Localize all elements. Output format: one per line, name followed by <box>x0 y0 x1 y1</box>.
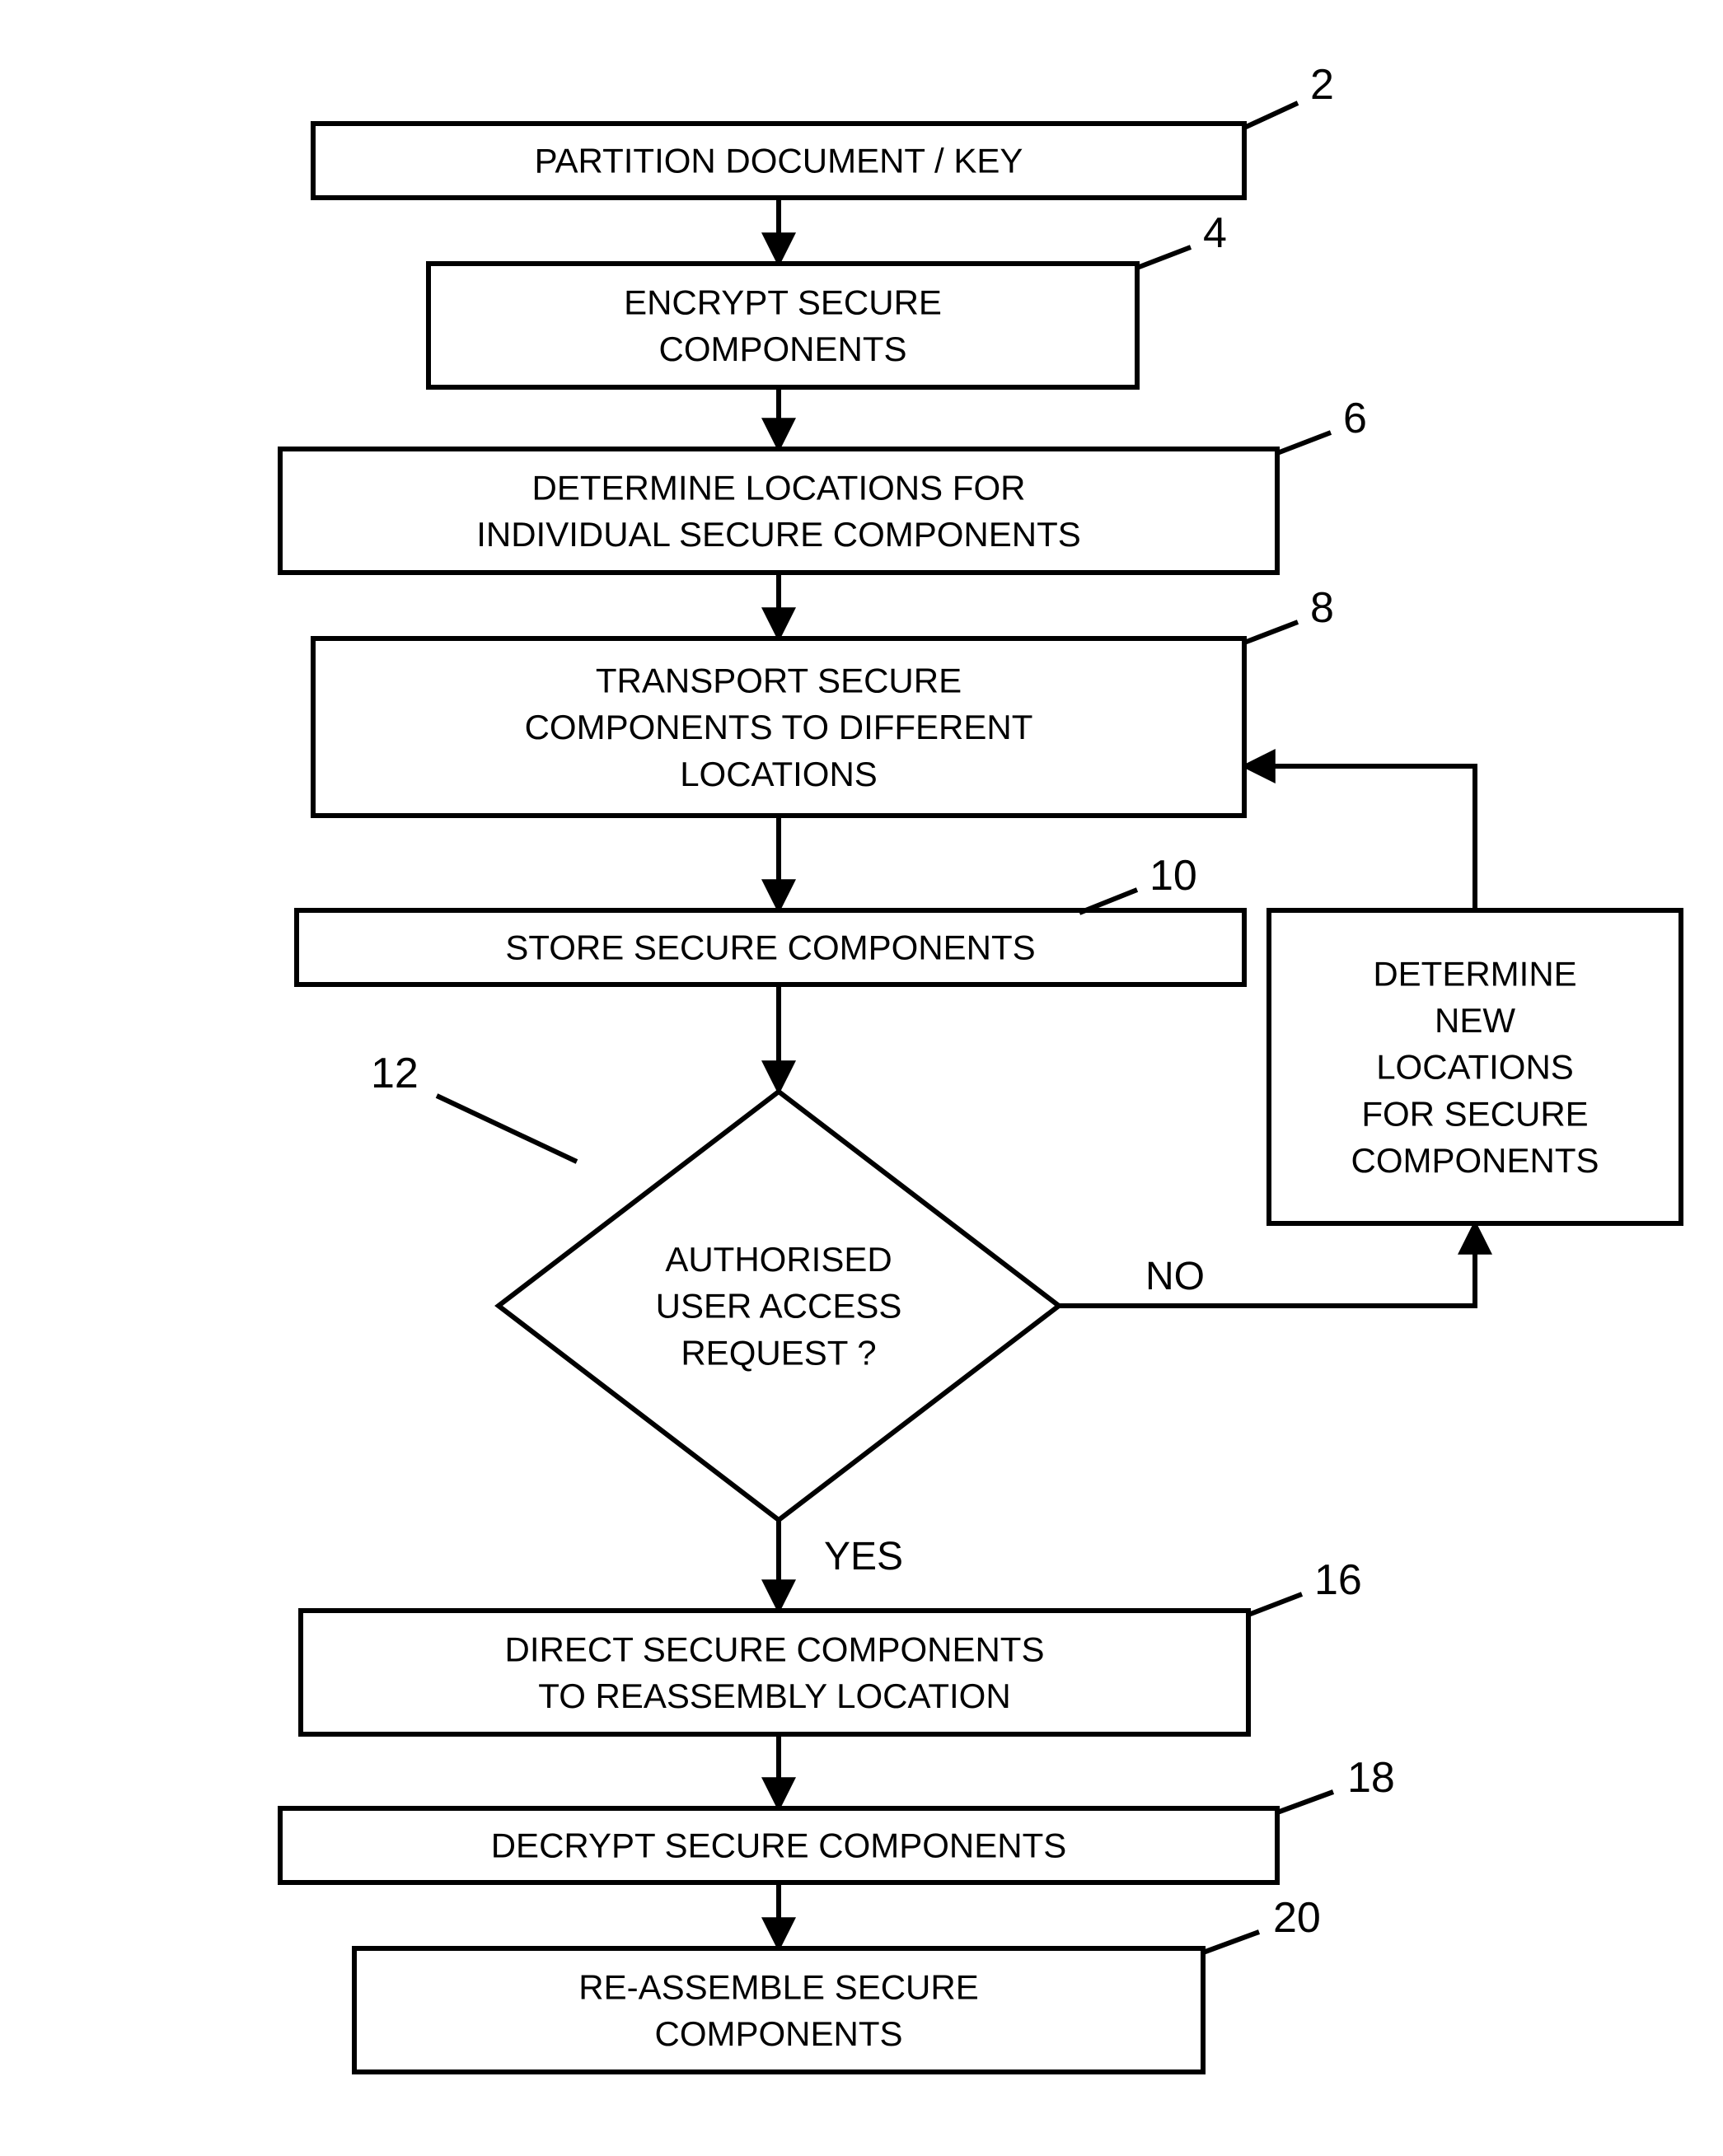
flow-step-text: COMPONENTS <box>654 2014 902 2053</box>
flow-step-text: NEW <box>1435 1001 1515 1040</box>
flow-step-text: AUTHORISED <box>665 1240 892 1279</box>
flow-step-text: REQUEST ? <box>681 1333 876 1372</box>
reference-label: 20 <box>1273 1894 1321 1942</box>
edge-label: NO <box>1145 1255 1205 1298</box>
flow-step-text: RE-ASSEMBLE SECURE <box>578 1967 978 2006</box>
edge-label: YES <box>824 1535 903 1578</box>
flow-step-text: FOR SECURE <box>1361 1094 1588 1133</box>
reference-label: 6 <box>1343 395 1367 442</box>
flow-step-text: PARTITION DOCUMENT / KEY <box>535 142 1023 180</box>
flow-step-text: COMPONENTS <box>658 330 906 368</box>
reference-label: 18 <box>1347 1754 1395 1802</box>
flow-step-text: ENCRYPT SECURE <box>624 283 942 321</box>
flow-step-text: COMPONENTS <box>1351 1141 1599 1180</box>
flow-step-text: TO REASSEMBLY LOCATION <box>538 1677 1010 1715</box>
reference-label: 2 <box>1310 61 1334 109</box>
reference-label: 8 <box>1310 584 1334 632</box>
flow-step-text: DIRECT SECURE COMPONENTS <box>505 1630 1045 1668</box>
flow-step-text: LOCATIONS <box>1376 1048 1574 1087</box>
flow-step-text: INDIVIDUAL SECURE COMPONENTS <box>476 515 1081 554</box>
reference-label: 4 <box>1203 209 1227 257</box>
reference-label: 16 <box>1314 1556 1362 1604</box>
flow-step-text: DECRYPT SECURE COMPONENTS <box>491 1826 1067 1865</box>
flow-step-text: DETERMINE LOCATIONS FOR <box>532 468 1026 507</box>
flow-step-text: COMPONENTS TO DIFFERENT <box>525 708 1033 746</box>
flow-step-text: TRANSPORT SECURE <box>596 662 962 700</box>
flowchart-container: YES NO PARTITION DOCUMENT / KEY 2 ENCRYPT SE… <box>0 0 1723 2156</box>
reference-label: 12 <box>371 1050 419 1097</box>
flow-step-text: DETERMINE <box>1373 954 1576 993</box>
flow-step-text: STORE SECURE COMPONENTS <box>505 928 1035 967</box>
flow-step-text: LOCATIONS <box>680 755 878 793</box>
flow-step-text: USER ACCESS <box>656 1287 902 1326</box>
reference-label: 10 <box>1149 852 1197 900</box>
